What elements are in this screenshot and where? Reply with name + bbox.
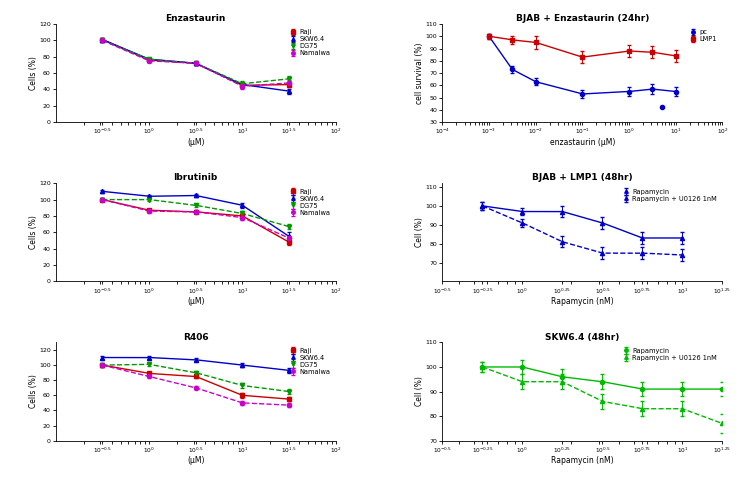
Y-axis label: Cells (%): Cells (%)	[29, 375, 38, 409]
Legend: Raji, SKW6.4, DG75, Namalwa: Raji, SKW6.4, DG75, Namalwa	[286, 346, 333, 376]
X-axis label: (μM): (μM)	[187, 456, 205, 465]
Title: Ibrutinib: Ibrutinib	[173, 173, 218, 182]
Y-axis label: cell survival (%): cell survival (%)	[416, 42, 425, 104]
X-axis label: (μM): (μM)	[187, 138, 205, 147]
Y-axis label: Cells (%): Cells (%)	[29, 216, 38, 249]
Title: Enzastaurin: Enzastaurin	[165, 14, 226, 23]
X-axis label: enzastaurin (μM): enzastaurin (μM)	[550, 138, 615, 147]
Legend: Rapamycin, Rapamycin + U0126 1nM: Rapamycin, Rapamycin + U0126 1nM	[619, 346, 720, 363]
Title: SKW6.4 (48hr): SKW6.4 (48hr)	[545, 332, 619, 342]
Legend: Rapamycin, Rapamycin + U0126 1nM: Rapamycin, Rapamycin + U0126 1nM	[619, 186, 720, 204]
Legend: pc, LMP1: pc, LMP1	[686, 27, 720, 44]
Legend: Raji, SKW6.4, DG75, Namalwa: Raji, SKW6.4, DG75, Namalwa	[286, 27, 333, 58]
Title: BJAB + LMP1 (48hr): BJAB + LMP1 (48hr)	[532, 173, 633, 182]
X-axis label: Rapamycin (nM): Rapamycin (nM)	[551, 297, 614, 306]
Title: R406: R406	[183, 332, 208, 342]
Title: BJAB + Enzastaurin (24hr): BJAB + Enzastaurin (24hr)	[516, 14, 649, 23]
Y-axis label: Cell (%): Cell (%)	[416, 217, 425, 247]
X-axis label: (μM): (μM)	[187, 297, 205, 306]
Y-axis label: Cells (%): Cells (%)	[29, 56, 38, 90]
Legend: Raji, SKW6.4, DG75, Namalwa: Raji, SKW6.4, DG75, Namalwa	[286, 186, 333, 217]
X-axis label: Rapamycin (nM): Rapamycin (nM)	[551, 456, 614, 465]
Y-axis label: Cell (%): Cell (%)	[416, 376, 425, 407]
